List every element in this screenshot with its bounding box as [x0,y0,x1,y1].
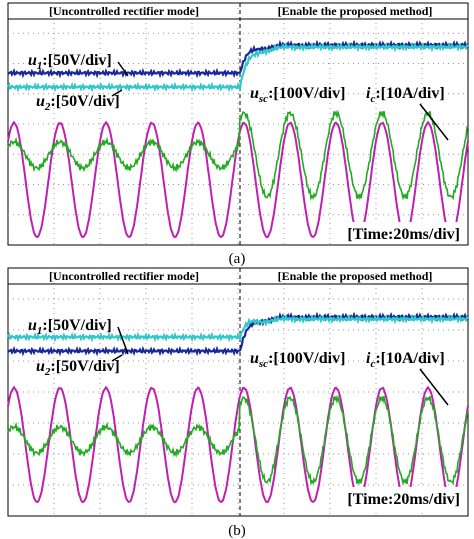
u2-label-symbol: u [36,93,45,110]
arrow [117,326,129,355]
usc-label-sub: sc [258,358,268,370]
ic-label-sub: c [370,93,375,105]
u2-label-scale: :[50V/div] [50,358,119,375]
caption: (a) [229,251,246,267]
u-light-trace [6,313,469,343]
time-box [334,222,464,244]
u1-label-scale: :[50V/div] [42,317,111,334]
arrow [111,89,123,97]
u2-label-sub: 2 [44,366,51,378]
right-mode-label: [Enable the proposed method] [278,4,433,18]
u-light-trace [6,41,469,93]
ic-label-scale: :[10A/div] [375,85,444,102]
arrow [419,103,449,141]
u1-label: u1:[50V/div] [28,317,112,337]
ic-label-scale: :[10A/div] [375,350,444,367]
u1-label-sub: 1 [37,60,43,72]
u1-label-scale: :[50V/div] [42,52,111,69]
usc-label: usc:[100V/div] [250,85,345,105]
usc-label-scale: :[100V/div] [268,350,345,367]
left-mode-label: [Uncontrolled rectifier mode] [49,269,199,283]
u2-label: u2:[50V/div] [36,358,120,378]
u2-label-symbol: u [36,358,45,375]
time-label: [Time:20ms/div] [347,491,460,508]
ic-trace [7,394,469,486]
u1-label-sub: 1 [37,325,43,337]
u-dark-trace [7,311,469,357]
u1-label-symbol: u [28,52,37,69]
ic-label-sub: c [370,358,375,370]
u2-label-sub: 2 [44,101,51,113]
ic-trace [7,109,469,201]
left-mode-label: [Uncontrolled rectifier mode] [49,4,199,18]
arrow [419,368,449,406]
usc-trace [7,120,469,239]
u-dark-trace [7,39,469,79]
arrow [117,61,129,77]
u2-label: u2:[50V/div] [36,93,120,113]
ic-label: ic:[10A/div] [366,350,445,370]
arrow [111,354,123,362]
usc-label-scale: :[100V/div] [268,85,345,102]
usc-label-symbol: u [250,85,259,102]
u1-label-symbol: u [28,317,37,334]
right-mode-label: [Enable the proposed method] [278,269,433,283]
time-box [334,487,464,509]
u2-label-scale: :[50V/div] [50,93,119,110]
usc-label-symbol: u [250,350,259,367]
ic-label-symbol: i [366,350,371,367]
ic-label: ic:[10A/div] [366,85,445,105]
usc-label: usc:[100V/div] [250,350,345,370]
u1-label: u1:[50V/div] [28,52,112,72]
time-label: [Time:20ms/div] [347,226,460,243]
usc-label-sub: sc [258,93,268,105]
ic-label-symbol: i [366,85,371,102]
caption: (b) [228,523,246,539]
